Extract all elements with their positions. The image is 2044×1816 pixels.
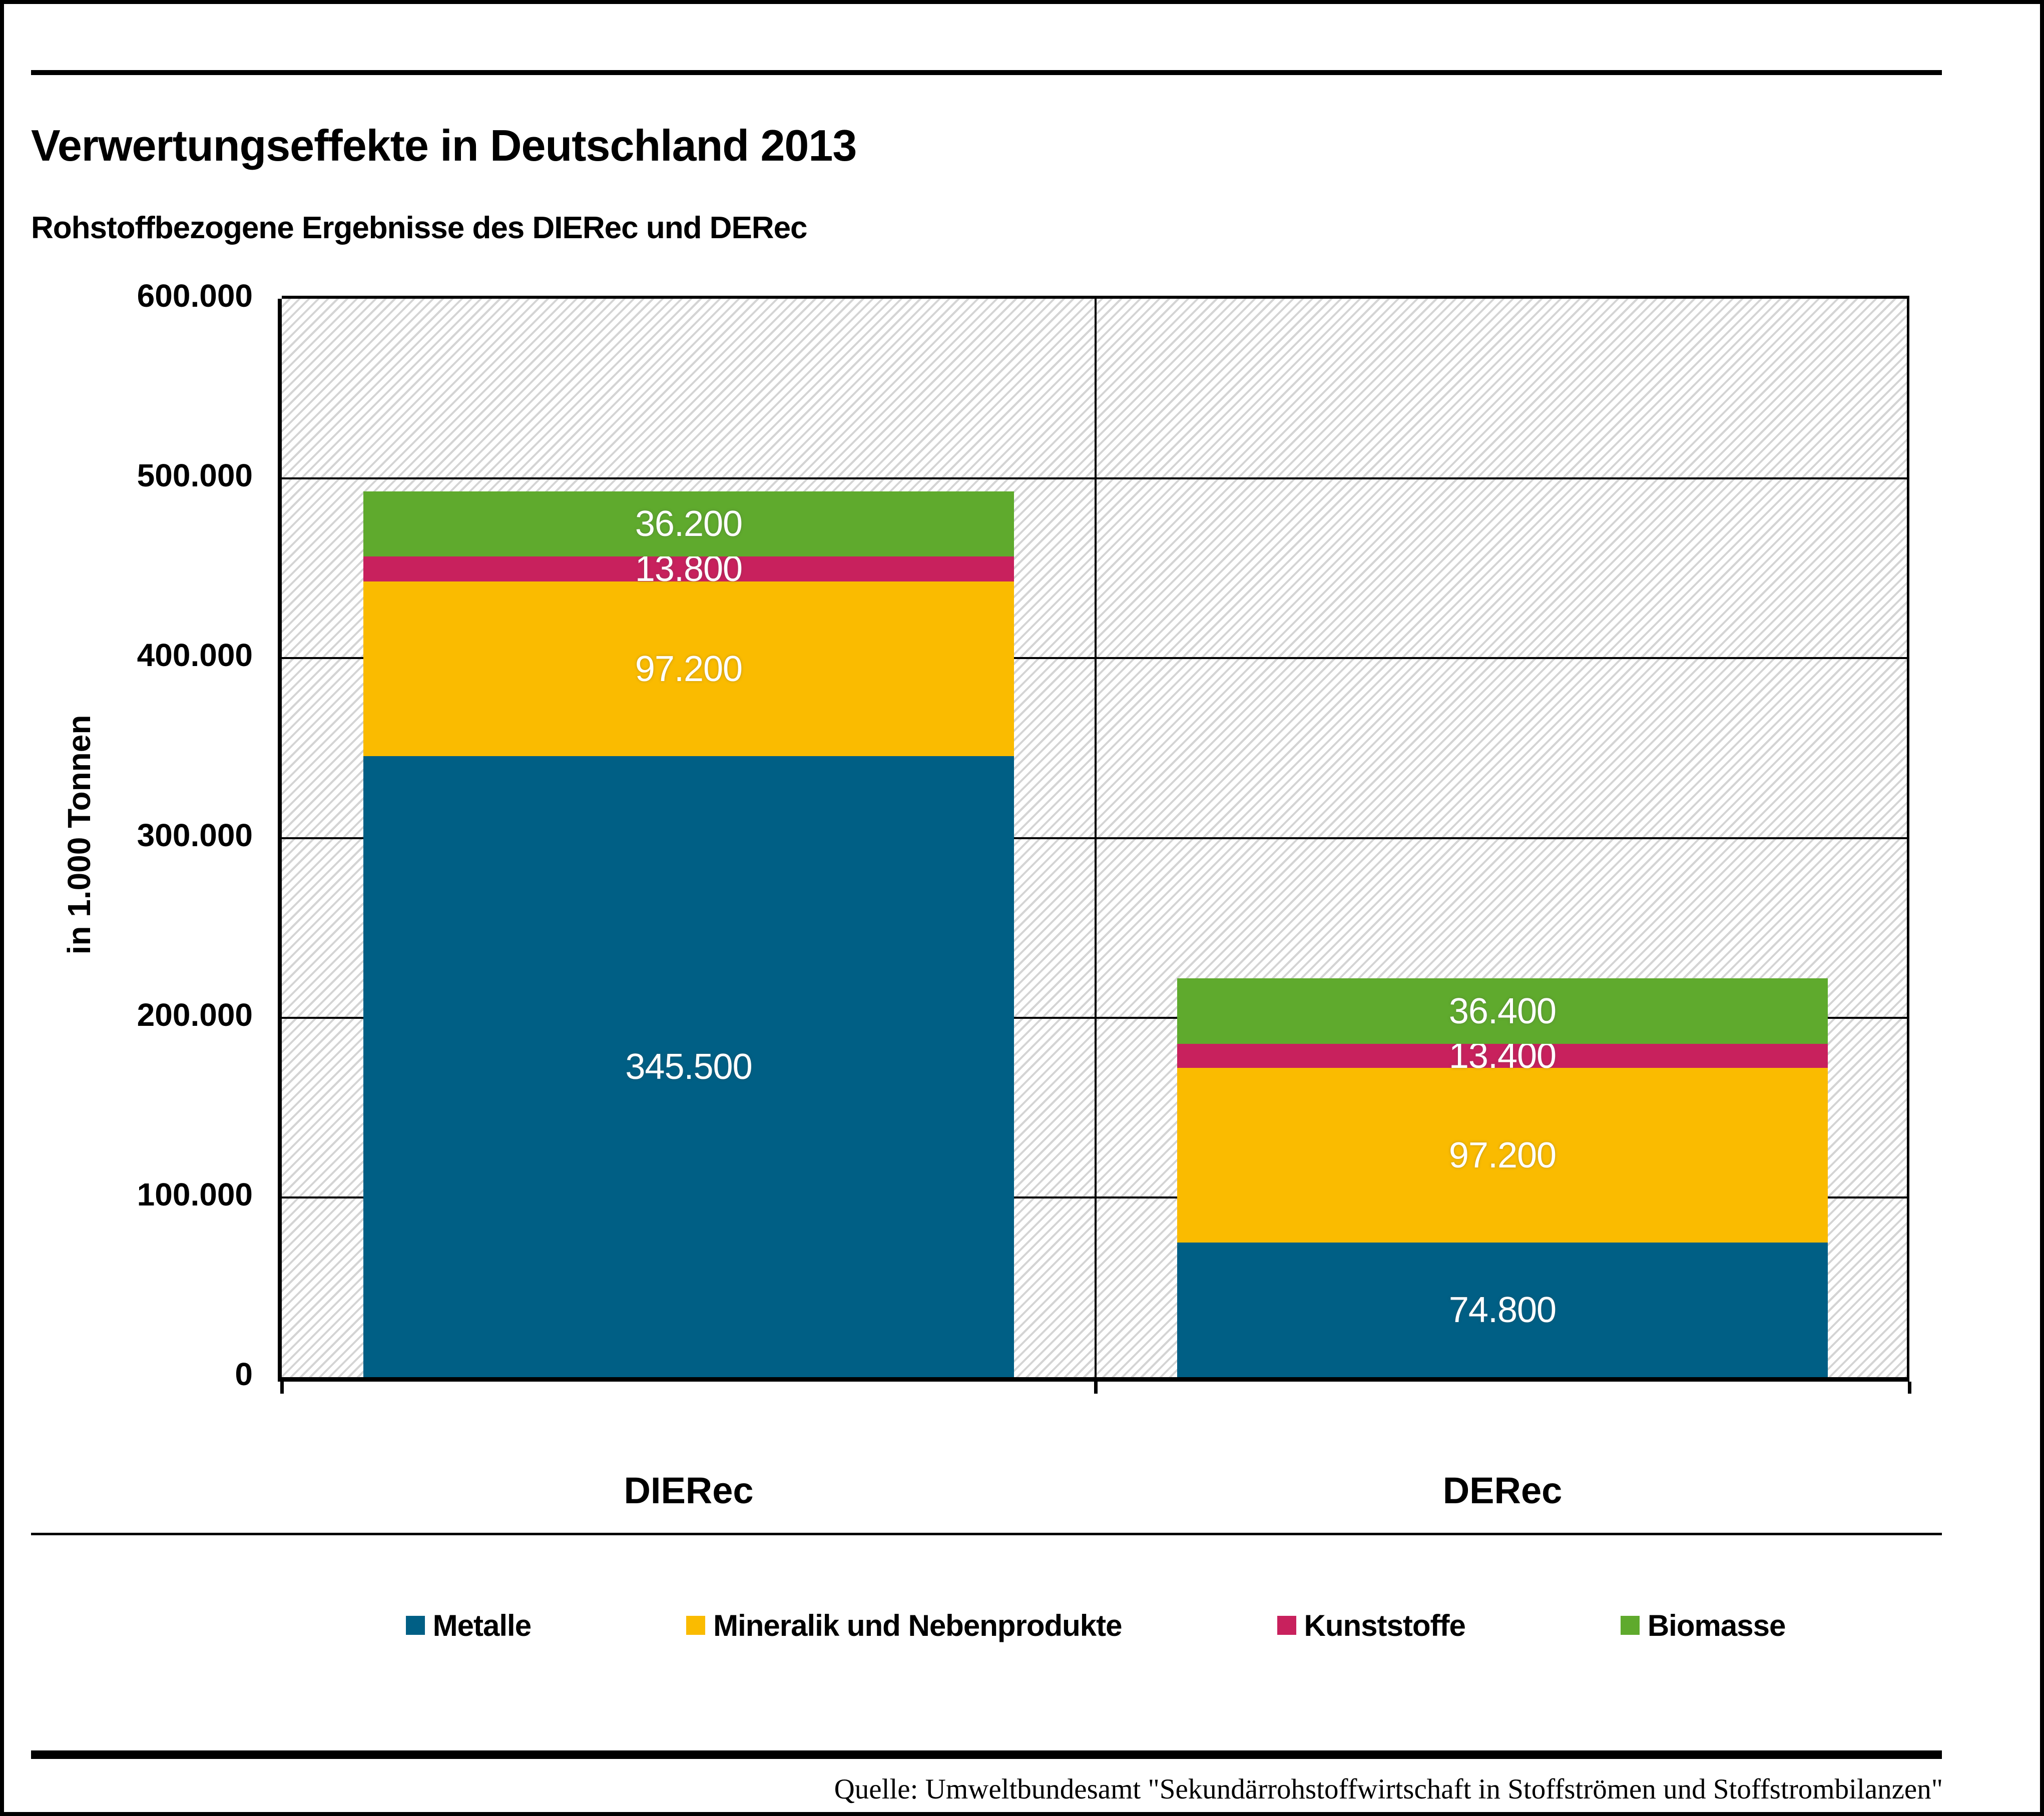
segment-biomasse: 36.400 <box>1177 978 1828 1044</box>
gridline-100.000 <box>282 1196 1909 1198</box>
bar-dierec: 345.500 97.200 13.800 36.200 <box>363 299 1014 1377</box>
y-tick-label-200.000: 200.000 <box>137 996 253 1033</box>
legend-label: Metalle <box>432 1608 532 1642</box>
plot-right-border <box>1907 299 1909 1377</box>
legend-label: Mineralik und Nebenprodukte <box>713 1608 1122 1642</box>
y-tick-label-400.000: 400.000 <box>137 637 253 674</box>
segment-value-label: 97.200 <box>635 649 743 689</box>
x-axis-tick <box>1908 1382 1911 1394</box>
y-tick-label-0: 0 <box>235 1356 253 1392</box>
bar-derec: 74.800 97.200 13.400 36.400 <box>1177 299 1828 1377</box>
segment-value-label: 74.800 <box>1448 1290 1557 1330</box>
segment-mineralik-und-nebenprodukte: 97.200 <box>1177 1068 1828 1243</box>
x-axis-tick <box>280 1382 284 1394</box>
page-title: Verwertungseffekte in Deutschland 2013 <box>31 121 857 170</box>
gridline-500.000 <box>282 477 1909 480</box>
page-subtitle: Rohstoffbezogene Ergebnisse des DIERec u… <box>31 211 808 245</box>
gridline-300.000 <box>282 837 1909 839</box>
legend-item-mineralik-und-nebenprodukte: Mineralik und Nebenprodukte <box>686 1608 1123 1643</box>
category-label-dierec: DIERec <box>624 1470 754 1511</box>
y-axis-tick-labels: 0 100.000 200.000 300.000 400.000 500.000 600.… <box>4 278 253 1392</box>
source-text: Quelle: Umweltbundesamt "Sekundärrohstof… <box>834 1773 1943 1805</box>
category-label-derec: DERec <box>1442 1470 1563 1511</box>
legend-swatch-kunststoffe <box>1277 1616 1296 1635</box>
x-axis-tick <box>1094 1382 1098 1394</box>
segment-value-label: 36.400 <box>1448 991 1557 1031</box>
legend-item-kunststoffe: Kunststoffe <box>1277 1608 1466 1643</box>
legend-swatch-mineralik-und-nebenprodukte <box>686 1616 706 1635</box>
legend: Metalle Mineralik und Nebenprodukte Kunsts… <box>282 1605 1909 1645</box>
segment-mineralik-und-nebenprodukte: 97.200 <box>363 581 1014 757</box>
y-tick-label-300.000: 300.000 <box>137 817 253 853</box>
legend-item-biomasse: Biomasse <box>1620 1608 1786 1643</box>
legend-label: Kunststoffe <box>1304 1608 1466 1642</box>
segment-metalle: 345.500 <box>363 756 1014 1377</box>
plot-area: 345.500 97.200 13.800 36.200 74.800 97.200 13.… <box>278 296 1911 1394</box>
segment-value-label: 345.500 <box>625 1046 752 1087</box>
y-tick-label-600.000: 600.000 <box>137 278 253 314</box>
segment-kunststoffe: 13.400 <box>1177 1036 1828 1076</box>
footer-bar <box>31 1750 1942 1759</box>
segment-metalle: 74.800 <box>1177 1243 1828 1377</box>
y-axis-line <box>278 299 282 1377</box>
segment-value-label: 97.200 <box>1448 1135 1557 1175</box>
legend-swatch-metalle <box>405 1616 425 1635</box>
header-rule <box>31 70 1942 75</box>
gridline-400.000 <box>282 657 1909 660</box>
segment-kunststoffe: 13.800 <box>363 549 1014 589</box>
y-tick-label-100.000: 100.000 <box>137 1176 253 1213</box>
separator-line <box>31 1533 1942 1535</box>
legend-item-metalle: Metalle <box>405 1608 532 1643</box>
gridline-200.000 <box>282 1016 1909 1019</box>
segment-value-label: 36.200 <box>635 504 743 544</box>
legend-swatch-biomasse <box>1620 1616 1640 1635</box>
x-axis-line <box>278 1377 1909 1382</box>
y-tick-label-500.000: 500.000 <box>137 457 253 494</box>
legend-label: Biomasse <box>1647 1608 1786 1642</box>
segment-biomasse: 36.200 <box>363 491 1014 557</box>
